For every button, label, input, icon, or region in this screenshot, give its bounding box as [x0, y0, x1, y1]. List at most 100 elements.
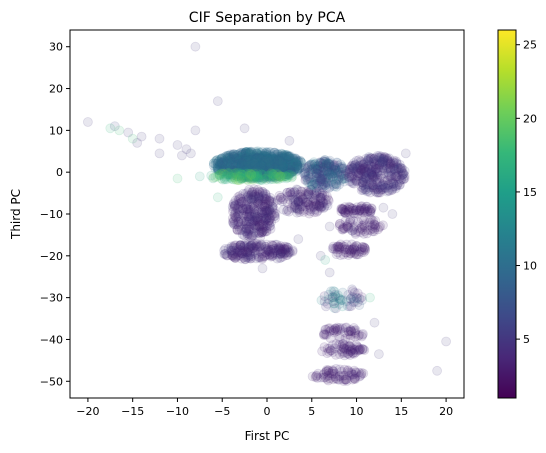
scatter-point [216, 164, 227, 175]
scatter-point [252, 162, 263, 172]
scatter-point [236, 174, 247, 185]
scatter-point [275, 192, 286, 203]
scatter-point [272, 153, 283, 164]
scatter-point [237, 149, 248, 160]
scatter-point [239, 171, 250, 182]
scatter-point [292, 204, 303, 215]
scatter-point [241, 159, 252, 170]
scatter-point [283, 151, 294, 161]
scatter-point [216, 153, 227, 164]
scatter-point [231, 160, 242, 171]
scatter-point [262, 158, 273, 169]
scatter-point [234, 168, 245, 179]
scatter-point [239, 148, 250, 159]
scatter-point [290, 164, 301, 175]
scatter-point [245, 159, 256, 170]
scatter-point [269, 147, 279, 158]
scatter-point [282, 160, 293, 171]
scatter-point [234, 167, 245, 178]
scatter-point [225, 164, 236, 175]
scatter-point [383, 185, 394, 196]
scatter-point [264, 151, 275, 162]
scatter-point [237, 171, 248, 182]
scatter-point [286, 189, 297, 200]
scatter-point [241, 170, 252, 181]
scatter-point [255, 160, 266, 171]
scatter-point [232, 149, 243, 160]
scatter-point [268, 171, 279, 182]
scatter-point [239, 150, 250, 161]
scatter-point [288, 158, 299, 169]
scatter-point [237, 155, 248, 166]
scatter-point [274, 155, 285, 166]
scatter-point [237, 168, 248, 179]
scatter-point [225, 158, 235, 169]
scatter-point [251, 170, 262, 181]
scatter-point [228, 165, 239, 176]
scatter-point [240, 151, 251, 162]
scatter-point [271, 170, 282, 181]
scatter-point [250, 158, 261, 169]
scatter-point [244, 147, 255, 158]
scatter-point [224, 150, 235, 161]
scatter-point [255, 153, 265, 164]
scatter-point [279, 158, 290, 169]
scatter-point [252, 168, 263, 179]
scatter-point [273, 171, 284, 182]
scatter-point [261, 147, 272, 158]
scatter-point [267, 159, 278, 170]
scatter-point [225, 159, 236, 170]
scatter-point [262, 149, 273, 160]
scatter-point [194, 171, 205, 182]
scatter-point [228, 156, 239, 167]
scatter-point [247, 156, 258, 166]
scatter-point [234, 153, 245, 163]
scatter-point [248, 190, 259, 200]
scatter-point [248, 156, 259, 166]
scatter-point [237, 171, 248, 182]
scatter-point [190, 125, 201, 136]
y-tick-label: 10 [49, 124, 63, 137]
scatter-point [241, 157, 252, 168]
scatter-point [269, 163, 280, 174]
scatter-point [252, 172, 263, 183]
scatter-point [245, 171, 256, 182]
scatter-point [324, 267, 335, 278]
scatter-point [262, 147, 272, 158]
scatter-point [248, 160, 259, 171]
scatter-point [259, 164, 270, 174]
scatter-point [239, 148, 250, 159]
scatter-point [271, 152, 282, 163]
scatter-point [240, 171, 251, 182]
scatter-point [277, 153, 288, 164]
scatter-point [260, 151, 271, 162]
scatter-point [232, 168, 243, 179]
scatter-point [226, 156, 237, 167]
scatter-point [264, 172, 275, 183]
scatter-point [240, 151, 251, 162]
scatter-point [214, 158, 225, 169]
scatter-point [233, 154, 244, 164]
scatter-point [272, 160, 283, 171]
scatter-point [248, 169, 259, 180]
scatter-point [264, 166, 275, 177]
scatter-point [237, 155, 248, 166]
scatter-point [253, 161, 264, 172]
scatter-point [240, 161, 251, 172]
scatter-point [232, 169, 243, 180]
scatter-point [278, 162, 288, 173]
scatter-point [239, 165, 250, 175]
scatter-point [260, 168, 271, 179]
scatter-point [292, 160, 303, 171]
scatter-point [285, 159, 296, 170]
scatter-point [216, 167, 227, 178]
scatter-point [324, 158, 335, 169]
scatter-point [242, 148, 253, 159]
scatter-point [239, 151, 250, 162]
scatter-point [251, 154, 262, 165]
scatter-point [291, 156, 302, 167]
scatter-point [232, 153, 242, 164]
scatter-point [231, 165, 242, 176]
scatter-point [210, 172, 221, 183]
scatter-point [232, 154, 243, 165]
